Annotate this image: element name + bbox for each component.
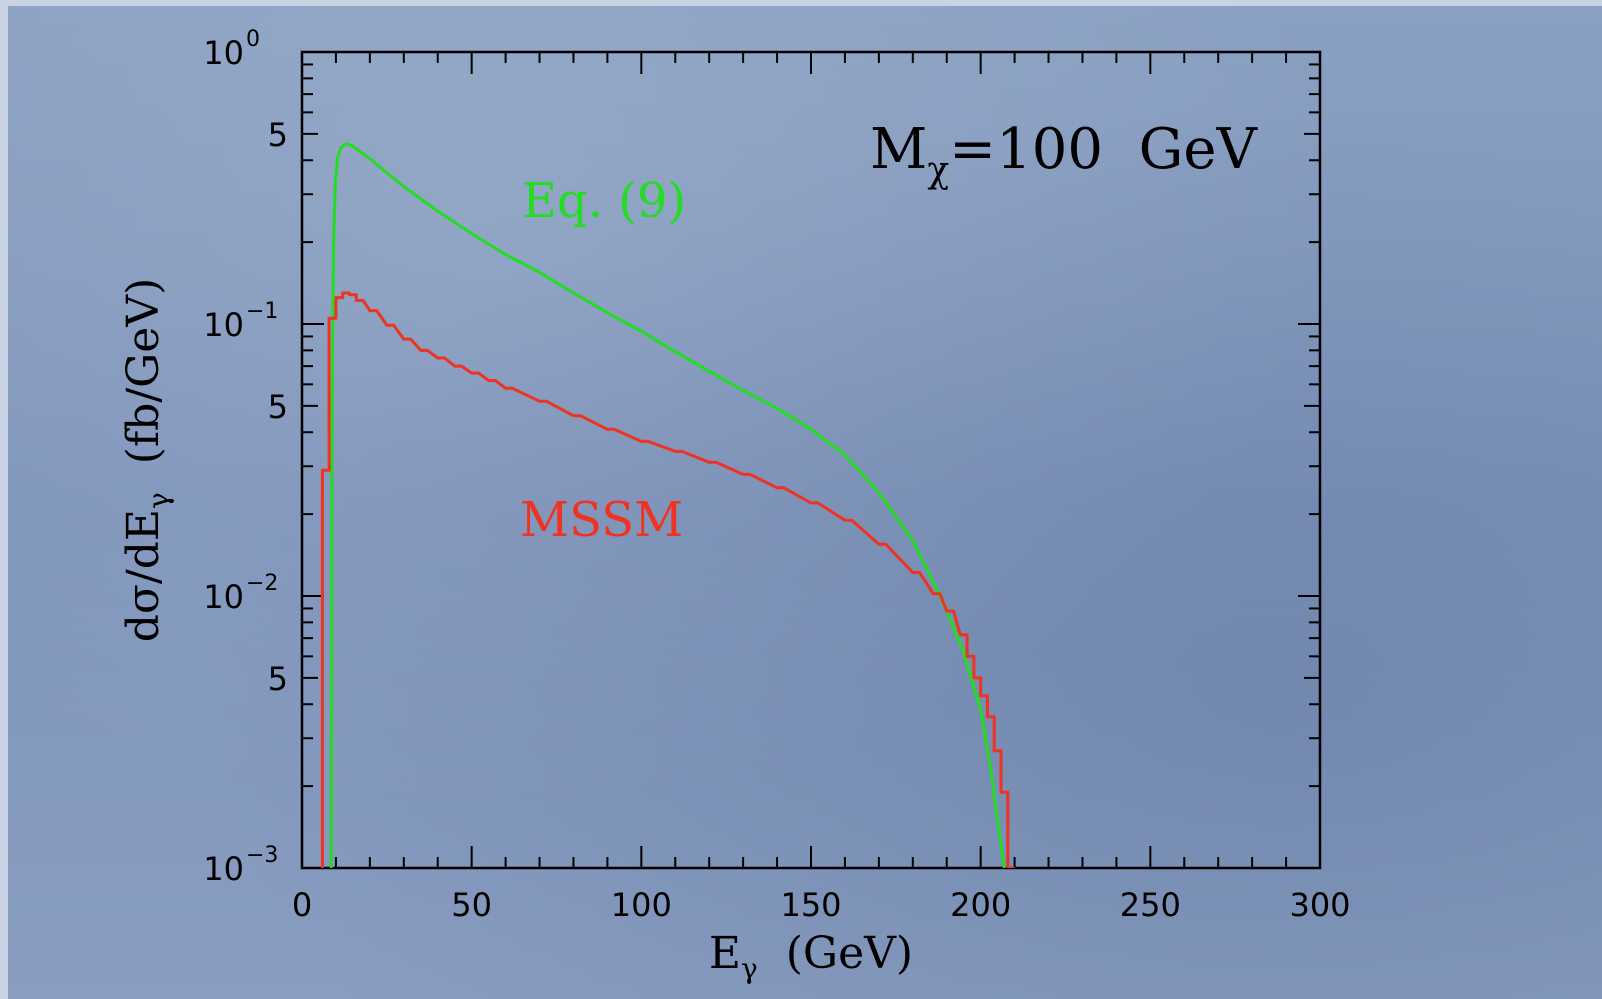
series-layer	[320, 142, 1015, 868]
y-tick-label: 5	[268, 660, 288, 698]
x-tick-labels: 0 50 100 150 200 250 300	[292, 886, 1351, 924]
x-tick-label: 100	[611, 886, 672, 924]
y-tick-exponent: 0	[246, 27, 260, 52]
y-tick-label: 5	[268, 116, 288, 154]
y-tick-label: 5	[268, 388, 288, 426]
y-tick-exponent: −2	[246, 571, 278, 596]
x-tick-label: 0	[292, 886, 312, 924]
x-tick-label: 150	[780, 886, 841, 924]
x-axis-title: Eγ (GeV)	[709, 928, 913, 985]
mssm-label: MSSM	[520, 492, 683, 548]
y-tick-label: 10	[203, 850, 244, 888]
y-tick-exponent: −3	[246, 843, 278, 868]
x-tick-label: 50	[451, 886, 492, 924]
y-axis-title: dσ/dEγ (fb/GeV)	[118, 278, 175, 643]
series-line-eq9	[329, 142, 1006, 868]
eq9-label: Eq. (9)	[522, 173, 686, 229]
y-tick-exponent: −1	[246, 299, 278, 324]
x-tick-label: 300	[1289, 886, 1350, 924]
annotations: Mχ=100 GeV Eq. (9) MSSM	[520, 117, 1258, 548]
y-tick-label: 10	[203, 578, 244, 616]
x-tick-label: 200	[950, 886, 1011, 924]
mass-annotation: Mχ=100 GeV	[870, 117, 1258, 191]
x-tick-label: 250	[1120, 886, 1181, 924]
y-tick-label: 10	[203, 34, 244, 72]
axis-titles: Eγ (GeV) dσ/dEγ (fb/GeV)	[118, 278, 913, 985]
series-line-mssm	[320, 291, 1015, 868]
y-tick-label: 10	[203, 306, 244, 344]
minor-ticks	[301, 51, 1321, 869]
